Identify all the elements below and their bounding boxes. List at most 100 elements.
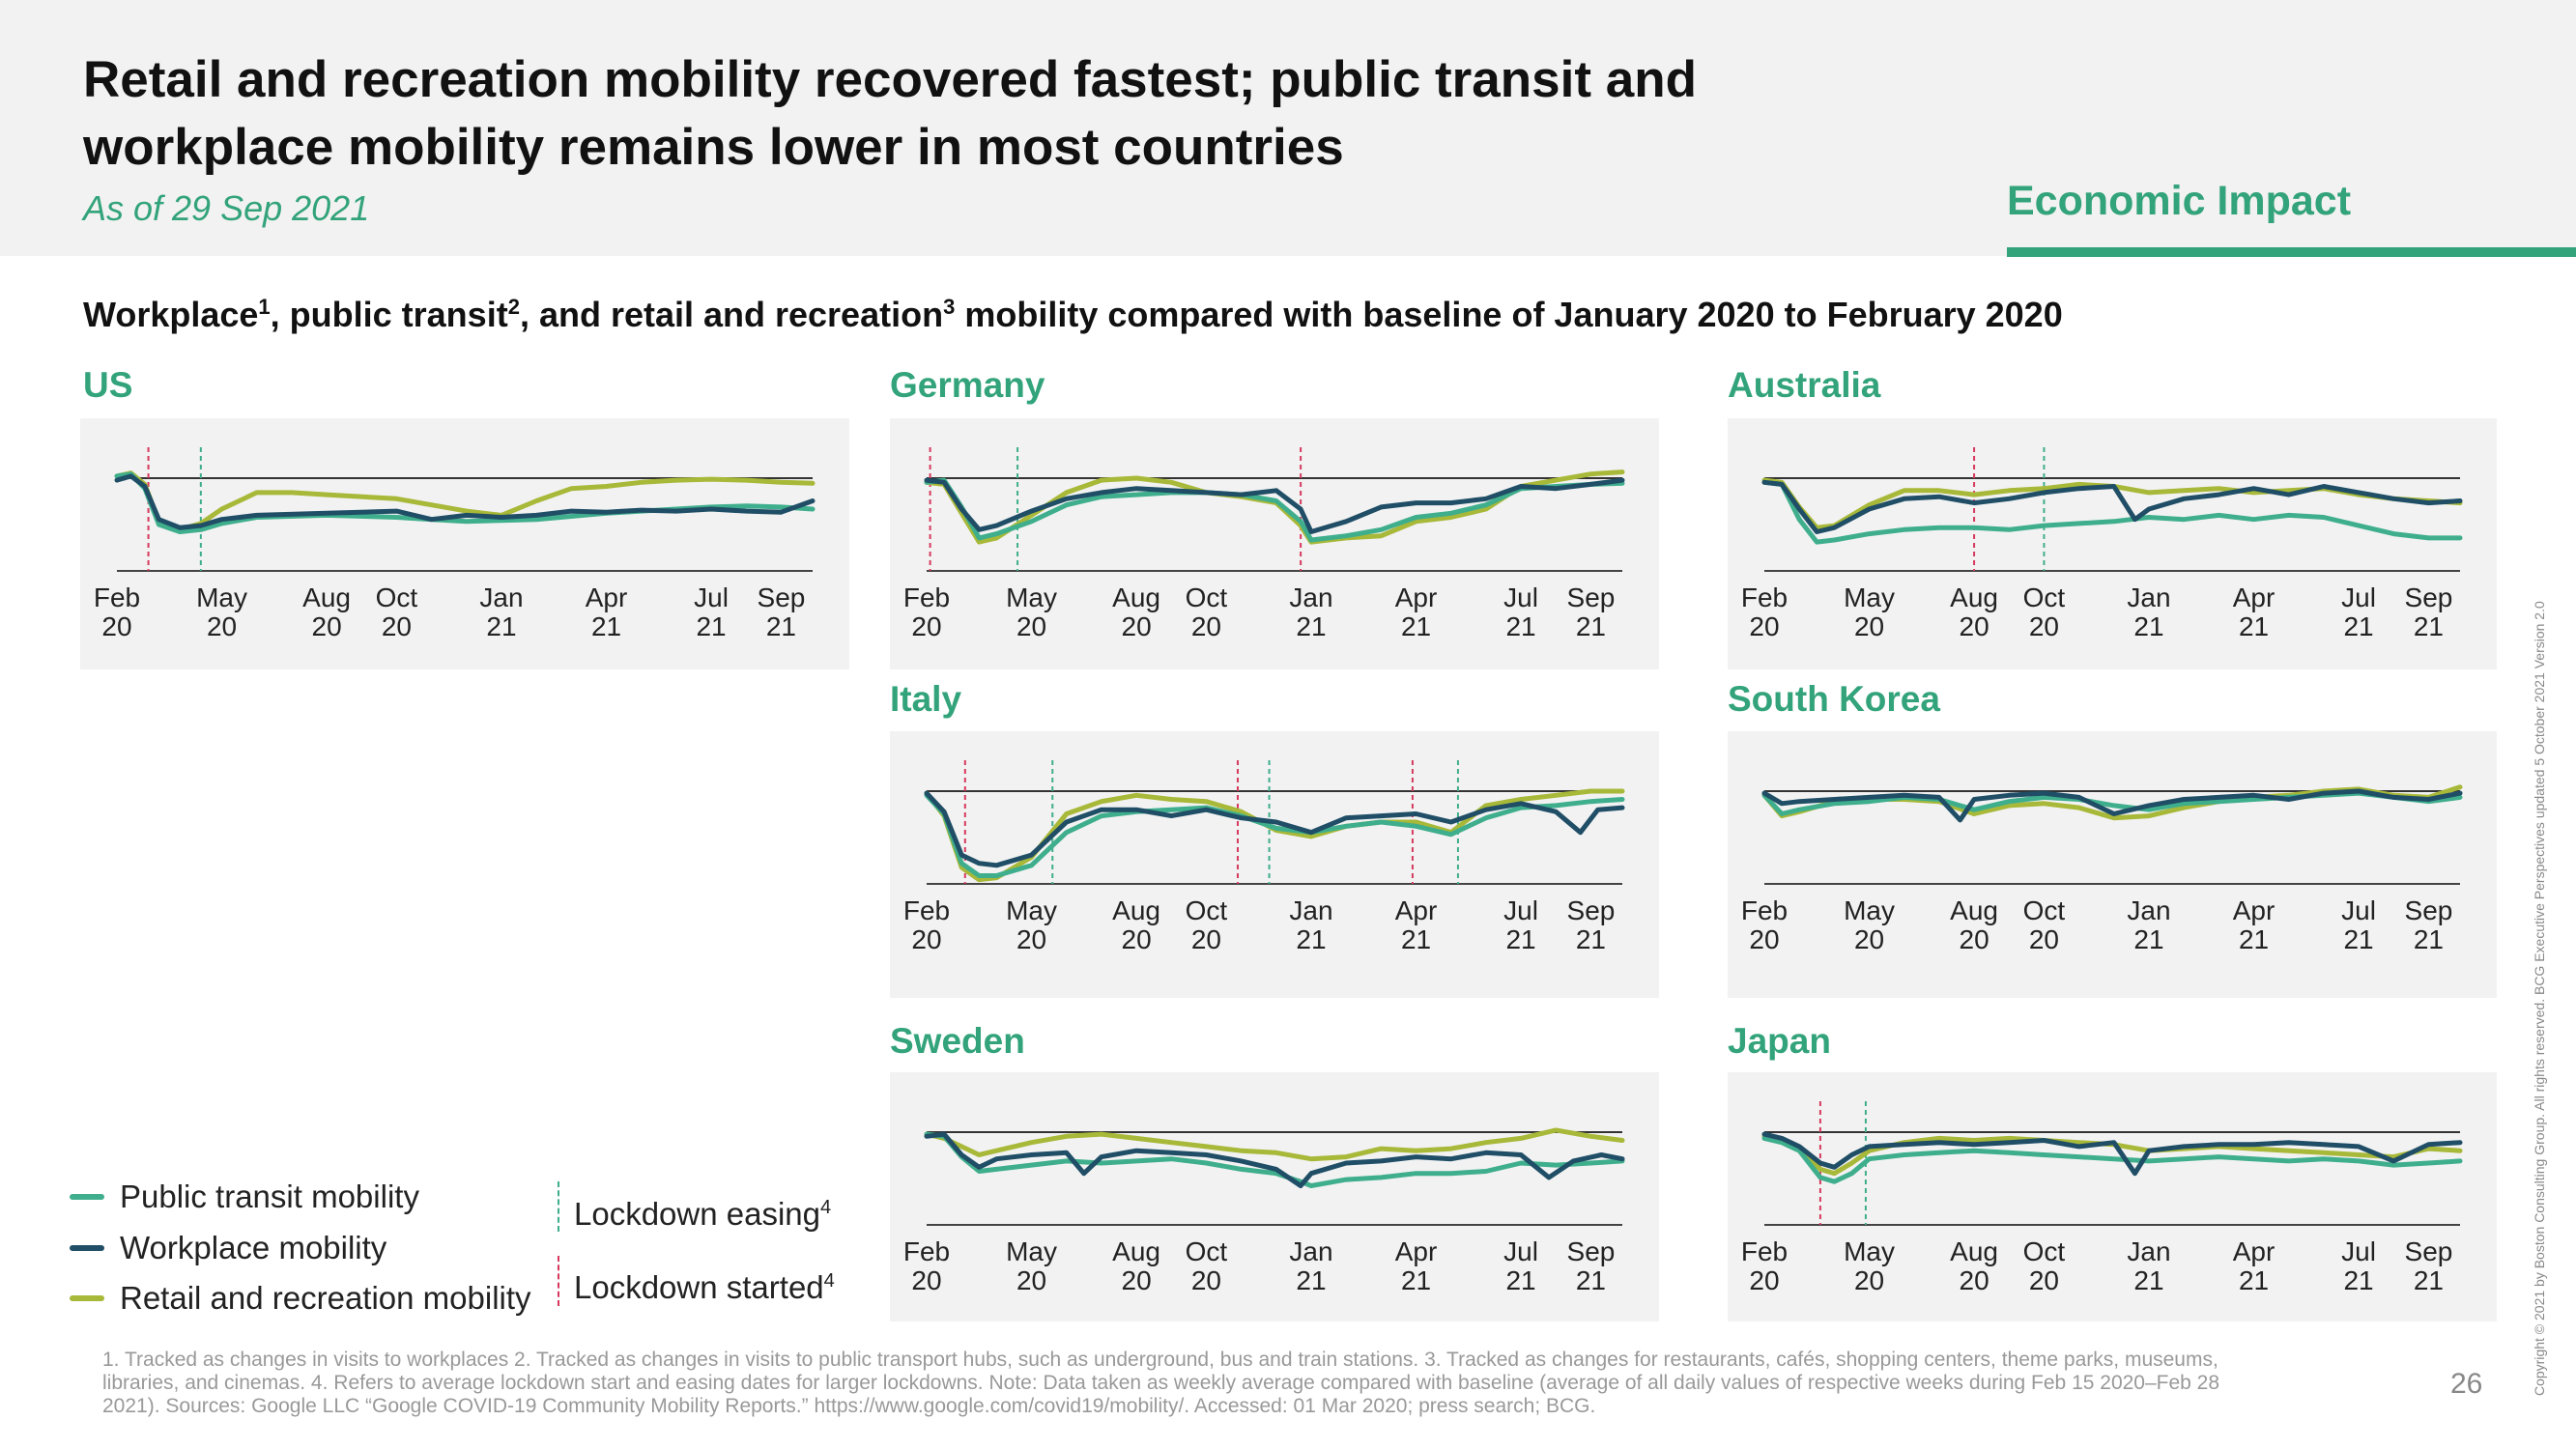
panel-title-australia: Australia	[1728, 365, 1881, 405]
legend-lockdown-easing: Lockdown easing4	[574, 1188, 832, 1232]
x-tick-label-year: 21	[1401, 924, 1431, 954]
x-tick-label-year: 21	[2414, 1265, 2444, 1295]
x-tick-label-year: 21	[1401, 1265, 1431, 1295]
x-tick-label-year: 21	[2239, 1265, 2269, 1295]
x-tick-label-month: Sep	[2405, 582, 2453, 612]
series-line-public-transit	[924, 792, 1625, 878]
x-tick-label-month: Oct	[1186, 582, 1228, 612]
x-tick-label-year: 21	[766, 611, 796, 641]
series-line-public-transit	[924, 477, 1625, 543]
x-tick-label-month: Oct	[2023, 895, 2066, 925]
page-title: Retail and recreation mobility recovered…	[83, 51, 1697, 176]
x-tick-label-year: 20	[207, 611, 237, 641]
chart-panel-us: Feb 20 May 20 Aug 20 Oct 20 Jan 21 Apr 21 Jul 21 Sep 21	[80, 418, 849, 669]
legend-swatch-public-transit	[70, 1194, 104, 1200]
x-tick-label-month: Aug	[1950, 582, 1998, 612]
x-tick-label-month: Feb	[903, 895, 950, 925]
x-tick-label-month: Apr	[1395, 895, 1438, 925]
x-tick-label-year: 21	[1576, 1265, 1606, 1295]
x-tick-label-year: 20	[2029, 611, 2059, 641]
subtitle-text-3: , and retail and recreation	[519, 295, 944, 334]
x-tick-label-month: May	[196, 582, 247, 612]
x-tick-label-year: 21	[591, 611, 621, 641]
x-tick-label-month: Apr	[1395, 582, 1438, 612]
x-tick-label-year: 21	[1296, 1265, 1326, 1295]
x-tick-label-year: 21	[2133, 1265, 2163, 1295]
series-line-workplace	[1761, 1131, 2463, 1177]
x-tick-label-year: 21	[2239, 611, 2269, 641]
subtitle-sup-1: 1	[258, 295, 271, 319]
legend-easing-sup: 4	[820, 1197, 832, 1218]
series-line-public-transit	[1761, 1135, 2463, 1184]
x-tick-label-month: Feb	[94, 582, 140, 612]
x-tick-label-month: Jul	[2341, 1236, 2376, 1266]
section-underline	[2007, 247, 2576, 257]
x-tick-label-month: Feb	[903, 1236, 950, 1266]
x-tick-label-month: Jul	[694, 582, 729, 612]
chart-subtitle: Workplace1, public transit2, and retail …	[83, 295, 2063, 335]
legend-line-started	[558, 1256, 559, 1306]
x-tick-label-year: 20	[1191, 1265, 1221, 1295]
panel-title-south-korea: South Korea	[1728, 679, 1940, 719]
x-tick-label-year: 21	[1505, 1265, 1535, 1295]
x-tick-label-month: Apr	[1395, 1236, 1438, 1266]
chart-panel-south-korea: Feb 20 May 20 Aug 20 Oct 20 Jan 21 Apr 21 Jul 21 Sep 21	[1728, 731, 2497, 998]
x-tick-label-month: May	[1844, 582, 1895, 612]
x-tick-label-year: 20	[312, 611, 342, 641]
x-tick-label-year: 21	[2133, 924, 2163, 954]
panel-title-italy: Italy	[890, 679, 962, 719]
series-line-retail	[924, 469, 1625, 545]
series-line-retail	[924, 1127, 1625, 1162]
x-tick-label-year: 21	[1576, 611, 1606, 641]
x-tick-label-month: Feb	[1741, 1236, 1788, 1266]
x-tick-label-year: 21	[2343, 924, 2373, 954]
x-tick-label-year: 20	[1960, 1265, 1989, 1295]
x-tick-label-month: May	[1844, 895, 1895, 925]
x-tick-label-year: 20	[1854, 1265, 1884, 1295]
subtitle-text-2: , public transit	[270, 295, 508, 334]
x-tick-label-month: Jul	[1503, 895, 1538, 925]
x-tick-label-month: Jul	[2341, 895, 2376, 925]
footnote: 1. Tracked as changes in visits to workp…	[102, 1349, 2220, 1417]
x-tick-label-month: Oct	[2023, 1236, 2066, 1266]
x-tick-label-month: Sep	[2405, 1236, 2453, 1266]
x-tick-label-month: Aug	[1112, 582, 1160, 612]
x-tick-label-year: 20	[1122, 611, 1152, 641]
x-tick-label-month: Feb	[1741, 895, 1788, 925]
x-tick-label-year: 21	[2239, 924, 2269, 954]
copyright-note: Copyright © 2021 by Boston Consulting Gr…	[2532, 601, 2547, 1396]
panel-title-japan: Japan	[1728, 1021, 1831, 1061]
x-tick-label-month: Jul	[1503, 1236, 1538, 1266]
x-tick-label-year: 20	[1016, 1265, 1046, 1295]
x-tick-label-year: 21	[2343, 611, 2373, 641]
x-tick-label-year: 21	[1505, 611, 1535, 641]
x-tick-label-year: 21	[1401, 611, 1431, 641]
panel-title-sweden: Sweden	[890, 1021, 1025, 1061]
x-tick-label-month: May	[1006, 895, 1057, 925]
subtitle-sup-2: 2	[507, 295, 520, 319]
x-tick-label-year: 20	[1749, 1265, 1779, 1295]
x-tick-label-month: Oct	[376, 582, 418, 612]
x-tick-label-year: 21	[486, 611, 516, 641]
x-tick-label-year: 20	[1854, 924, 1884, 954]
x-tick-label-month: Jul	[2341, 582, 2376, 612]
x-tick-label-year: 21	[1576, 924, 1606, 954]
panel-title-us: US	[83, 365, 133, 405]
legend-swatch-retail	[70, 1295, 104, 1301]
x-tick-label-month: May	[1006, 582, 1057, 612]
x-tick-label-month: Sep	[1567, 895, 1616, 925]
x-tick-label-year: 20	[1749, 611, 1779, 641]
x-tick-label-year: 20	[2029, 924, 2059, 954]
x-tick-label-month: Jan	[2127, 582, 2170, 612]
x-tick-label-year: 21	[2414, 924, 2444, 954]
x-tick-label-month: Apr	[2233, 1236, 2275, 1266]
x-tick-label-year: 20	[1122, 1265, 1152, 1295]
header-band	[0, 0, 2576, 256]
x-tick-label-year: 21	[2343, 1265, 2373, 1295]
series-line-workplace	[924, 790, 1625, 868]
x-tick-label-year: 21	[2133, 611, 2163, 641]
section-label: Economic Impact	[2007, 178, 2352, 224]
legend-started-sup: 4	[823, 1270, 835, 1292]
